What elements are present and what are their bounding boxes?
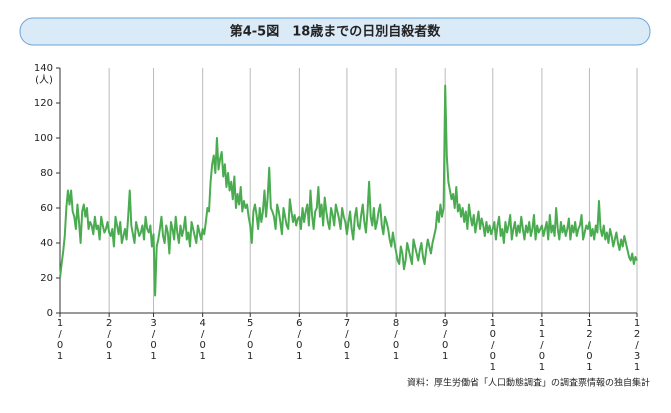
x-tick-label: 7/0 1 — [344, 318, 350, 362]
x-tick-label: 1/0 1 — [57, 318, 63, 362]
x-tick-label: 3/0 1 — [150, 318, 156, 362]
x-tick-label: 6/0 1 — [296, 318, 302, 362]
x-tick-label: 1 0/0 1 — [490, 318, 496, 373]
y-tick-label: 20 — [40, 273, 53, 284]
y-tick-label: 60 — [40, 203, 53, 214]
x-tick-label: 2/0 1 — [106, 318, 112, 362]
x-tick-label: 8/0 1 — [393, 318, 399, 362]
y-tick-label: 120 — [34, 98, 53, 109]
y-tick-label: 140 — [34, 63, 53, 74]
title-box — [19, 17, 651, 46]
chart-title: 第4-5図 18歳までの日別自殺者数 — [230, 24, 442, 40]
x-tick-label: 5/0 1 — [247, 318, 253, 362]
y-tick-label: 100 — [34, 133, 53, 144]
x-tick-label: 1 1/0 1 — [539, 318, 545, 373]
data-line — [59, 84, 638, 297]
y-tick-label: 40 — [40, 238, 53, 249]
source-note: 資料：厚生労働省「人口動態調査」の調査票情報の独自集計 — [407, 377, 650, 389]
y-axis-unit: (人) — [35, 74, 53, 86]
x-tick-label: 1 2/0 1 — [586, 318, 592, 373]
y-tick-label: 0 — [47, 308, 53, 319]
y-tick-label: 80 — [40, 168, 53, 179]
x-tick-label: 9/0 1 — [442, 318, 448, 362]
x-tick-label: 1 2/3 1 — [634, 318, 640, 373]
x-tick-label: 4/0 1 — [199, 318, 205, 362]
